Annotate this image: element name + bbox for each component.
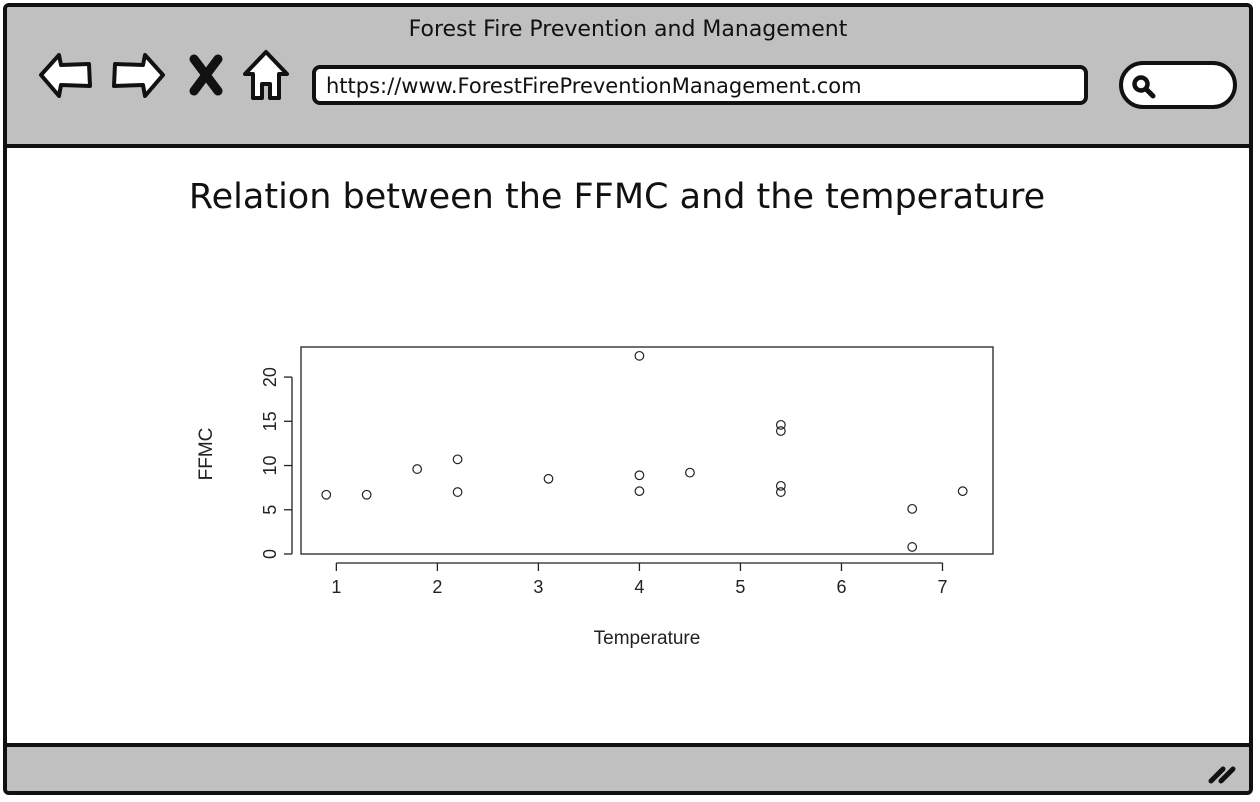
data-point [775,487,786,497]
y-tick-label: 0 [260,549,280,559]
url-input[interactable] [326,71,1066,101]
status-bar [7,743,1249,791]
data-point [775,419,786,430]
x-tick-label: 1 [331,577,341,597]
data-point [452,487,463,497]
data-point [775,426,786,436]
data-point [907,542,918,552]
data-point [634,486,645,497]
y-tick-label: 5 [260,505,280,515]
data-point [634,350,645,361]
browser-toolbar: Forest Fire Prevention and Management [7,7,1249,148]
window-title: Forest Fire Prevention and Management [408,17,848,42]
x-tick-label: 5 [735,577,745,597]
y-tick-label: 10 [260,456,280,476]
x-axis: 1 2 3 4 5 6 7 [331,562,947,597]
data-point [452,454,463,465]
data-point [775,480,786,491]
home-button[interactable] [239,47,293,103]
data-point [634,470,645,481]
data-point [957,486,968,497]
x-tick-label: 2 [432,577,442,597]
search-icon [1132,75,1156,99]
y-axis-label: FFMC [196,428,217,481]
close-x-icon [189,54,223,96]
data-point [361,489,372,500]
data-point [543,473,554,484]
back-button[interactable] [37,47,93,103]
forward-button[interactable] [111,47,167,103]
back-arrow-icon [39,53,92,98]
forward-arrow-icon [112,53,165,98]
search-box[interactable] [1119,61,1237,109]
x-tick-label: 3 [533,577,543,597]
browser-window: Forest Fire Prevention and Management [3,3,1253,795]
home-icon [243,50,289,100]
stop-button[interactable] [181,47,231,103]
plot-area-border [300,346,994,555]
data-points [321,350,968,552]
ffmc-temperature-scatter-chart: 1 2 3 4 5 6 7 0 5 10 15 20 Temperature FFMC [196,346,994,649]
data-point [412,464,423,474]
data-point [321,489,332,500]
y-tick-label: 15 [260,411,280,431]
address-bar[interactable] [312,65,1088,105]
x-tick-label: 7 [937,577,947,597]
y-axis: 0 5 10 15 20 [260,367,293,559]
x-tick-label: 4 [634,577,644,597]
page-title: Relation between the FFMC and the temper… [188,177,1046,217]
data-point [685,467,695,478]
x-axis-label: Temperature [594,628,701,649]
x-tick-label: 6 [836,577,846,597]
y-tick-label: 20 [260,367,280,387]
resize-grip-icon[interactable] [1207,759,1239,785]
data-point [907,503,918,514]
